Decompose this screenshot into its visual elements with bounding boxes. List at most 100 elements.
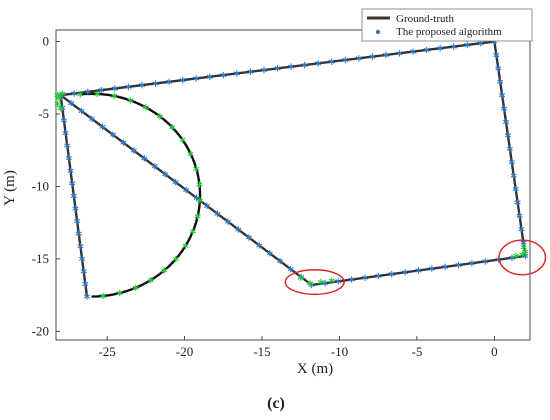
ground-truth-path: [59, 40, 527, 287]
estimate-point-diagonal: [68, 99, 75, 107]
estimate-point-diagonal: [120, 139, 127, 146]
x-tick-label: -10: [331, 344, 348, 359]
estimate-point-diagonal: [151, 163, 158, 170]
plot-area-border: [55, 29, 531, 341]
estimate-point-top-edge: [166, 78, 173, 85]
plot-frame: [55, 29, 531, 341]
series: [59, 40, 527, 298]
legend-algorithm-label: The proposed algorithm: [396, 26, 502, 38]
y-tick-label: -15: [32, 251, 49, 266]
legend-algorithm-swatch: [375, 29, 381, 35]
estimate-point-top-edge: [138, 81, 146, 89]
estimate-point-left-edge: [64, 142, 71, 149]
estimate-point-top-edge: [111, 85, 118, 92]
estimate-point-top-edge: [396, 50, 403, 57]
estimate-point-corner-cluster: [57, 105, 64, 112]
estimate-point-left-edge: [62, 129, 69, 137]
estimate-point-top-edge: [355, 55, 362, 62]
estimate-point-right-edge: [512, 185, 519, 193]
estimate-point-diagonal: [162, 171, 169, 178]
estimate-point-top-edge: [233, 70, 240, 77]
estimate-point-arc: [142, 104, 149, 111]
estimate-point-diagonal: [78, 107, 85, 115]
estimate-point-top-edge: [193, 75, 200, 82]
estimate-point-arc: [196, 197, 203, 204]
estimate-point-diagonal: [203, 202, 211, 210]
legend: Ground-truth The proposed algorithm: [361, 8, 533, 42]
estimate-point-top-edge: [260, 66, 268, 74]
estimate-point-bottom-edge: [361, 274, 369, 281]
estimate-point-top-edge: [342, 56, 349, 64]
estimate-point-arc: [116, 289, 123, 297]
estimate-point-left-edge: [70, 192, 77, 200]
estimate-point-diagonal: [141, 155, 148, 162]
estimate-point-diagonal: [130, 147, 137, 154]
estimate-point-arc: [182, 242, 189, 250]
estimate-point-left-edge: [69, 180, 76, 187]
estimate-point-top-edge: [369, 53, 376, 60]
estimate-point-arc: [193, 165, 200, 173]
estimate-point-arc: [189, 228, 196, 235]
estimate-point-right-edge: [516, 212, 523, 219]
estimate-point-top-edge: [437, 45, 444, 52]
estimate-point-arc: [172, 255, 179, 263]
estimate-point-corner-cluster: [328, 277, 335, 284]
estimate-point-right-edge: [497, 78, 504, 85]
estimate-point-corner-cluster: [519, 251, 526, 258]
estimate-point-bottom-edge: [388, 270, 395, 278]
estimate-point-left-edge: [82, 280, 89, 288]
estimate-point-arc: [147, 276, 154, 284]
estimate-point-top-edge: [247, 68, 254, 75]
estimate-point-diagonal: [99, 123, 106, 131]
estimate-point-bottom-edge: [442, 263, 449, 271]
estimate-point-right-edge: [506, 145, 513, 152]
x-tick-label: 0: [491, 344, 498, 359]
estimate-point-corner-cluster: [522, 248, 529, 255]
axis-ticks: -25 -20 -15 -10 -5 0 0 -5 -10 -15 -20: [32, 34, 498, 359]
estimate-point-top-edge: [274, 65, 281, 72]
estimate-point-top-edge: [315, 60, 322, 67]
estimate-point-bottom-edge: [428, 265, 435, 272]
estimate-point-bottom-edge: [482, 258, 489, 265]
estimate-point-diagonal: [88, 115, 96, 123]
estimate-point-bottom-edge: [468, 260, 475, 267]
estimate-point-bottom-edge: [375, 272, 382, 280]
x-axis-label: X (m): [297, 361, 333, 377]
x-tick-label: -15: [253, 344, 270, 359]
estimate-point-corner-cluster: [513, 252, 520, 260]
estimate-point-top-edge: [328, 58, 335, 65]
y-tick-label: -20: [32, 323, 49, 338]
estimate-point-right-edge: [504, 132, 511, 139]
estimate-point-top-edge: [179, 76, 186, 84]
estimate-point-left-edge: [78, 255, 86, 262]
x-tick-label: -25: [98, 344, 115, 359]
estimate-point-diagonal: [266, 250, 273, 257]
estimate-point-left-edge: [72, 205, 79, 212]
estimate-point-diagonal: [183, 186, 190, 194]
estimate-point-left-edge: [60, 117, 67, 124]
y-tick-label: -5: [38, 106, 49, 121]
estimate-point-top-edge: [464, 41, 471, 49]
highlight-ellipse-2: [498, 239, 547, 276]
estimate-point-top-edge: [84, 88, 91, 96]
estimate-point-diagonal: [235, 226, 242, 233]
estimate-point-top-edge: [125, 83, 132, 91]
estimate-point-diagonal: [224, 218, 231, 225]
estimate-point-corner-cluster: [317, 278, 324, 286]
estimate-point-diagonal: [245, 234, 252, 241]
figure-caption: (c): [267, 395, 285, 412]
y-tick-label: -10: [32, 178, 49, 193]
estimate-point-top-edge: [288, 63, 295, 70]
estimate-point-arc: [194, 213, 201, 220]
estimate-point-left-edge: [77, 243, 84, 250]
estimate-point-right-edge: [508, 158, 515, 166]
y-axis-label: Y (m): [2, 170, 18, 206]
estimate-point-right-edge: [510, 172, 517, 179]
estimate-point-bottom-edge: [321, 279, 329, 287]
estimate-point-top-edge: [382, 51, 389, 59]
estimate-point-left-edge: [65, 154, 72, 162]
estimate-point-corner-cluster: [54, 100, 61, 108]
estimate-point-bottom-edge: [402, 269, 409, 276]
estimate-point-right-edge: [499, 91, 506, 99]
estimate-point-left-edge: [74, 217, 81, 225]
